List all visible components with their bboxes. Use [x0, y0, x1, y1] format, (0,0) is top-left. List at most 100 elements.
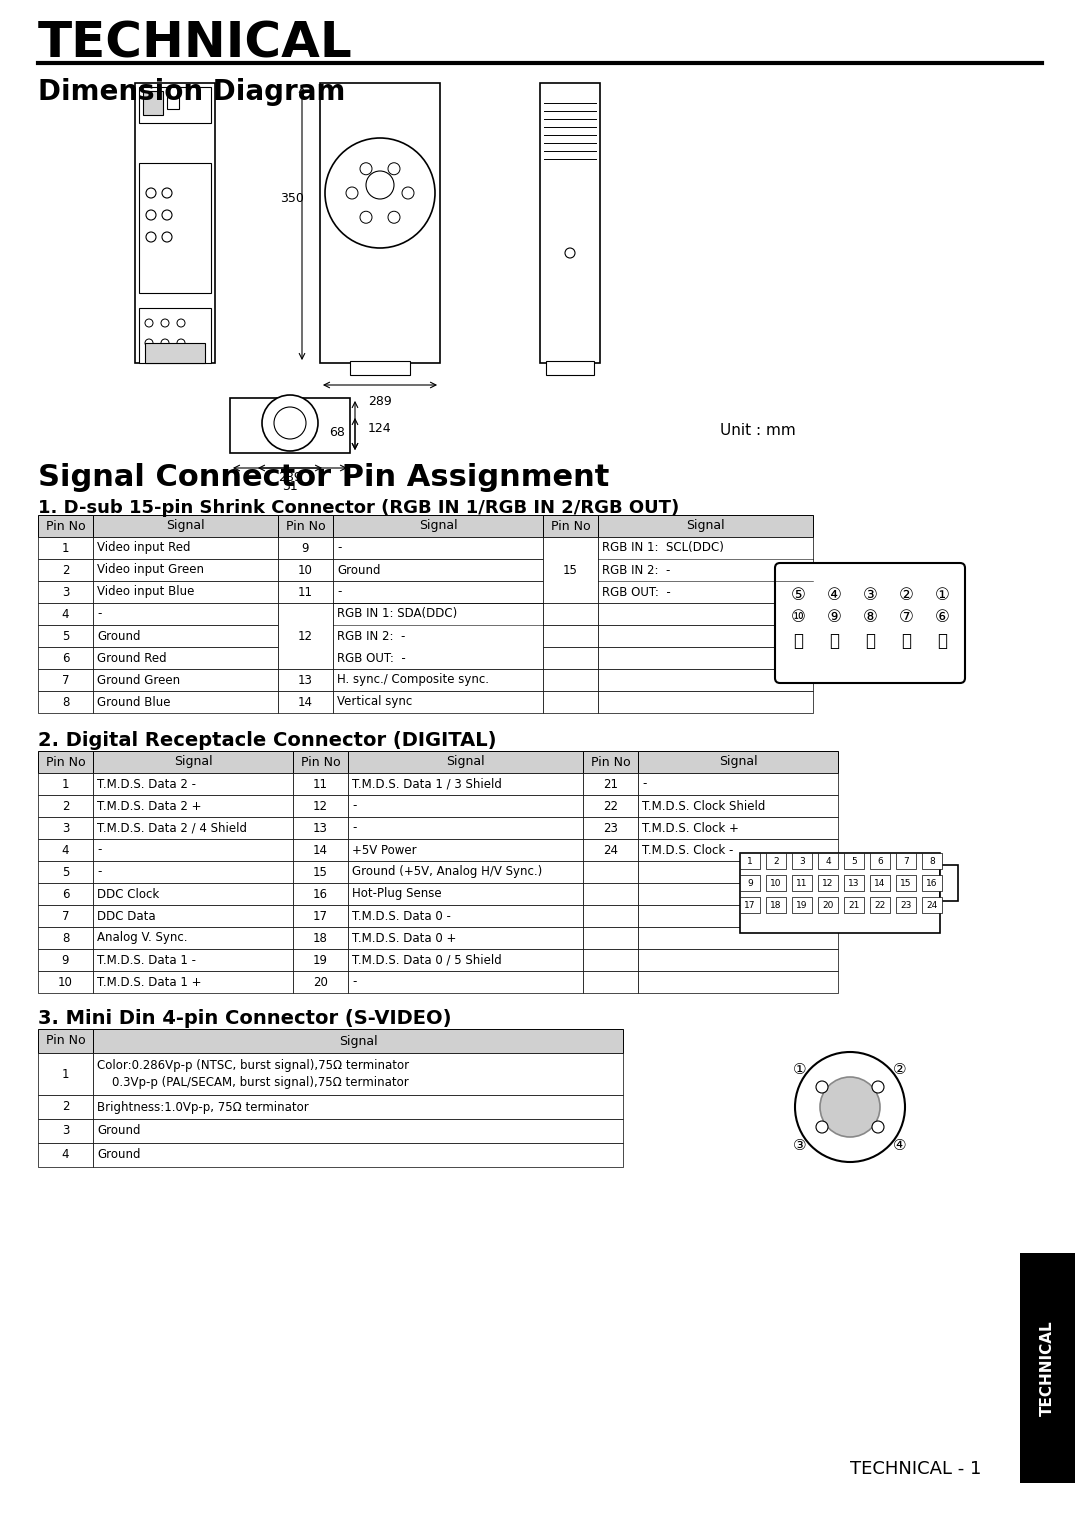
Bar	[348, 839, 583, 862]
Bar	[598, 602, 813, 625]
Text: 8: 8	[62, 932, 69, 944]
Bar	[543, 647, 598, 668]
Bar	[740, 852, 940, 934]
Bar	[93, 817, 293, 839]
Text: -: -	[352, 975, 356, 989]
Text: 15: 15	[563, 564, 578, 576]
Circle shape	[146, 231, 156, 242]
Bar	[583, 904, 638, 927]
Text: ⑩: ⑩	[791, 609, 806, 625]
Bar	[38, 691, 93, 713]
Text: ①: ①	[793, 1061, 807, 1076]
Bar	[583, 796, 638, 817]
Text: 21: 21	[848, 900, 860, 909]
Text: 10: 10	[298, 564, 313, 576]
Circle shape	[872, 1081, 885, 1093]
Bar	[333, 691, 543, 713]
Bar	[93, 1144, 623, 1167]
Text: 21: 21	[603, 777, 618, 791]
Circle shape	[816, 1081, 828, 1093]
Bar	[333, 581, 543, 602]
FancyBboxPatch shape	[775, 563, 966, 684]
Text: 22: 22	[875, 900, 886, 909]
Text: Ground Red: Ground Red	[97, 652, 166, 664]
Bar	[638, 970, 838, 993]
Bar	[543, 691, 598, 713]
Bar	[38, 796, 93, 817]
Text: ④: ④	[826, 586, 841, 604]
Text: 11: 11	[796, 878, 808, 888]
Bar	[583, 773, 638, 796]
Bar	[348, 883, 583, 904]
Text: 350: 350	[280, 192, 303, 204]
Text: 12: 12	[313, 800, 328, 812]
Bar	[93, 773, 293, 796]
Bar	[583, 927, 638, 949]
Text: Ground: Ground	[97, 630, 140, 642]
Text: Pin No: Pin No	[286, 520, 325, 532]
Bar	[93, 927, 293, 949]
Bar	[638, 904, 838, 927]
Text: 17: 17	[313, 909, 328, 923]
Text: 4: 4	[62, 843, 69, 857]
Text: Ground Green: Ground Green	[97, 673, 180, 687]
Bar	[843, 875, 864, 891]
Bar	[93, 970, 293, 993]
Text: 10: 10	[58, 975, 73, 989]
Text: 10: 10	[770, 878, 782, 888]
Text: ⑧: ⑧	[863, 609, 877, 625]
Bar	[139, 162, 211, 293]
Bar	[792, 897, 812, 914]
Text: -: -	[642, 777, 646, 791]
Bar	[93, 949, 293, 970]
Text: 9: 9	[301, 541, 309, 555]
Text: Pin No: Pin No	[45, 756, 85, 768]
Text: 7: 7	[62, 909, 69, 923]
Text: -: -	[97, 607, 102, 621]
Bar	[350, 360, 410, 376]
Text: 6: 6	[62, 652, 69, 664]
Text: +5V Power: +5V Power	[352, 843, 417, 857]
Text: 20: 20	[313, 975, 328, 989]
Text: Unit : mm: Unit : mm	[720, 423, 796, 438]
Text: ⑭: ⑭	[829, 632, 839, 650]
Text: ②: ②	[899, 586, 914, 604]
Circle shape	[325, 138, 435, 248]
Text: Signal: Signal	[339, 1035, 377, 1047]
Text: Pin No: Pin No	[591, 756, 631, 768]
Bar	[135, 83, 215, 363]
Circle shape	[161, 339, 168, 346]
Text: Signal: Signal	[446, 756, 485, 768]
Text: Vertical sync: Vertical sync	[337, 696, 413, 708]
Bar	[38, 817, 93, 839]
Text: 289: 289	[368, 396, 392, 408]
Bar	[348, 796, 583, 817]
Circle shape	[388, 162, 400, 175]
Text: 11: 11	[298, 586, 313, 598]
Text: T.M.D.S. Data 2 -: T.M.D.S. Data 2 -	[97, 777, 195, 791]
Circle shape	[145, 339, 153, 346]
Text: Video input Green: Video input Green	[97, 564, 204, 576]
Bar	[348, 904, 583, 927]
Bar	[333, 560, 543, 581]
Bar	[638, 796, 838, 817]
Text: 13: 13	[848, 878, 860, 888]
Bar	[293, 883, 348, 904]
Text: 3. Mini Din 4-pin Connector (S-VIDEO): 3. Mini Din 4-pin Connector (S-VIDEO)	[38, 1009, 451, 1029]
Bar	[598, 691, 813, 713]
Text: 14: 14	[875, 878, 886, 888]
Bar	[348, 970, 583, 993]
Bar	[93, 515, 278, 537]
Text: 3: 3	[62, 586, 69, 598]
Text: 1: 1	[62, 1067, 69, 1081]
Text: Analog V. Sync.: Analog V. Sync.	[97, 932, 188, 944]
Bar	[766, 875, 786, 891]
Text: 19: 19	[313, 954, 328, 966]
Text: 13: 13	[313, 822, 328, 834]
Circle shape	[366, 172, 394, 199]
Bar	[293, 839, 348, 862]
Bar	[93, 581, 278, 602]
Bar	[818, 852, 838, 869]
Text: 31: 31	[282, 480, 298, 494]
Text: RGB OUT:  -: RGB OUT: -	[602, 586, 671, 598]
